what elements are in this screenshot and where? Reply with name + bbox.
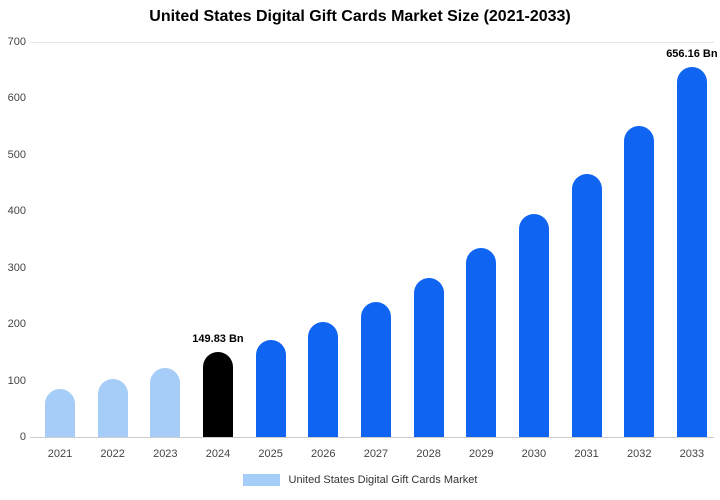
legend: United States Digital Gift Cards Market [0,474,720,486]
x-axis-label: 2030 [521,448,547,460]
x-axis-label: 2025 [258,448,283,460]
y-axis-tick-label: 500 [7,148,26,161]
y-axis-tick-label: 300 [7,261,26,274]
bar-group: 149.83 Bn 2024 [192,42,243,460]
bar-group: 2031 [571,42,602,460]
gridline-top [30,42,714,43]
x-axis-label: 2023 [153,448,178,460]
bar [676,66,707,437]
bar-group: 656.16 Bn 2033 [666,42,717,460]
legend-label: United States Digital Gift Cards Market [288,474,478,486]
x-axis-label: 2031 [574,448,599,460]
x-axis-label: 2032 [626,448,652,460]
bar [360,301,391,437]
x-axis-label: 2033 [679,448,705,460]
bar-value-label: 149.83 Bn [192,333,244,346]
x-axis-line [30,437,714,438]
y-axis-tick-label: 400 [7,205,26,218]
bar [45,389,75,437]
bar [518,214,549,437]
y-axis-tick-label: 200 [7,318,26,331]
bar-group: 2028 [413,42,444,460]
y-axis-tick-label: 700 [7,36,26,48]
bar-group: 2023 [150,42,181,460]
chart-title: United States Digital Gift Cards Market … [149,8,571,25]
bar-group: 2029 [466,42,497,460]
bar-group: 2032 [624,42,655,460]
bar [97,378,128,437]
bar [624,126,655,437]
legend-swatch [242,474,280,486]
x-axis-label: 2024 [205,448,231,460]
bar-group: 2022 [97,42,128,460]
x-axis-label: 2022 [100,448,125,460]
bar-value-label: 656.16 Bn [666,47,718,60]
x-axis-label: 2028 [416,448,441,460]
x-axis-label: 2027 [363,448,389,460]
bar [413,277,444,437]
bar-group: 2026 [308,42,339,460]
bar-group: 2030 [518,42,549,460]
bar [150,368,181,437]
bar [308,322,339,437]
y-axis-tick-label: 0 [19,431,26,443]
x-axis-label: 2026 [311,448,336,460]
bar-group: 2025 [255,42,286,460]
bar [466,247,497,437]
y-axis-tick-label: 600 [7,92,26,105]
x-axis-label: 2021 [47,448,73,460]
bar [255,339,286,437]
bar [571,174,602,437]
bar-group: 2027 [360,42,391,460]
bar-group: 2021 [45,42,75,460]
y-axis-tick-label: 100 [7,374,26,387]
plot-area: 2021 2022 2023 149.83 Bn 2024 2025 2026 2027 202… [45,42,718,460]
x-axis-label: 2029 [469,448,494,460]
bar [202,352,233,437]
